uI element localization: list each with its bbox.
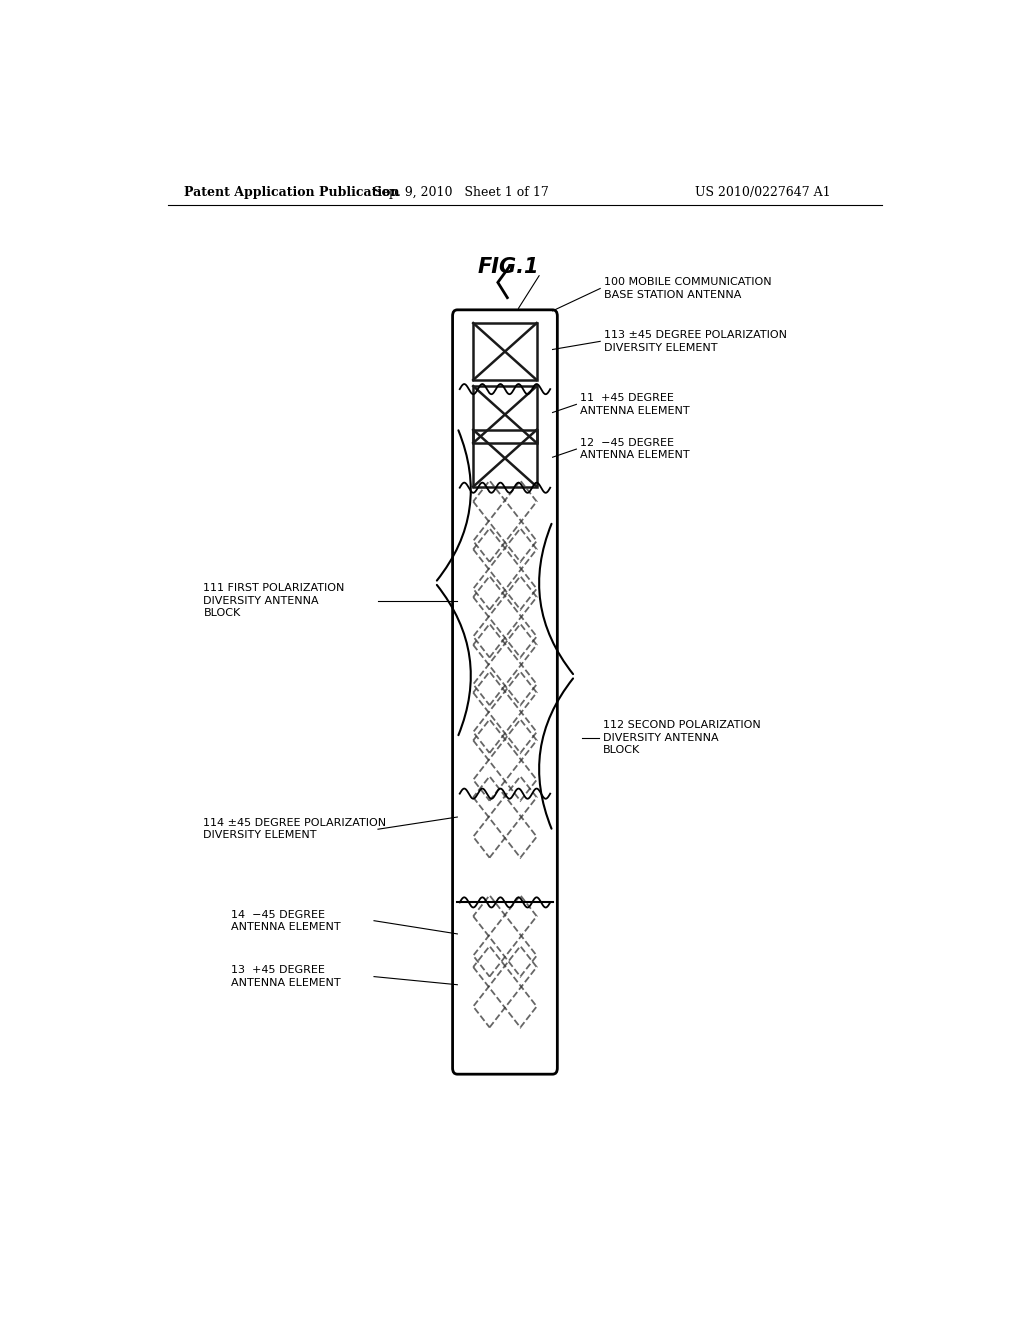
Text: 100 MOBILE COMMUNICATION
BASE STATION ANTENNA: 100 MOBILE COMMUNICATION BASE STATION AN… — [604, 277, 772, 300]
Text: 111 FIRST POLARIZATION
DIVERSITY ANTENNA
BLOCK: 111 FIRST POLARIZATION DIVERSITY ANTENNA… — [204, 583, 345, 618]
Text: Sep. 9, 2010   Sheet 1 of 17: Sep. 9, 2010 Sheet 1 of 17 — [374, 186, 549, 199]
Text: Patent Application Publication: Patent Application Publication — [183, 186, 399, 199]
Text: FIG.1: FIG.1 — [477, 257, 539, 277]
FancyBboxPatch shape — [453, 310, 557, 1074]
Text: 114 ±45 DEGREE POLARIZATION
DIVERSITY ELEMENT: 114 ±45 DEGREE POLARIZATION DIVERSITY EL… — [204, 818, 386, 841]
Text: US 2010/0227647 A1: US 2010/0227647 A1 — [695, 186, 830, 199]
Text: 11  +45 DEGREE
ANTENNA ELEMENT: 11 +45 DEGREE ANTENNA ELEMENT — [581, 393, 690, 416]
Text: 12  −45 DEGREE
ANTENNA ELEMENT: 12 −45 DEGREE ANTENNA ELEMENT — [581, 438, 690, 461]
Text: 113 ±45 DEGREE POLARIZATION
DIVERSITY ELEMENT: 113 ±45 DEGREE POLARIZATION DIVERSITY EL… — [604, 330, 787, 352]
Text: 112 SECOND POLARIZATION
DIVERSITY ANTENNA
BLOCK: 112 SECOND POLARIZATION DIVERSITY ANTENN… — [602, 721, 761, 755]
Text: 13  +45 DEGREE
ANTENNA ELEMENT: 13 +45 DEGREE ANTENNA ELEMENT — [231, 965, 341, 987]
Text: 14  −45 DEGREE
ANTENNA ELEMENT: 14 −45 DEGREE ANTENNA ELEMENT — [231, 909, 341, 932]
